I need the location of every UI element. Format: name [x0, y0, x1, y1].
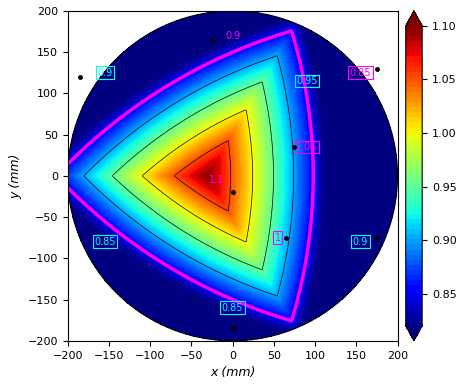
Text: 0.9: 0.9	[225, 30, 240, 41]
Text: 0.85: 0.85	[350, 68, 371, 78]
Text: 0.85: 0.85	[222, 303, 243, 313]
Text: 0.9: 0.9	[97, 68, 112, 78]
Text: 1.1: 1.1	[209, 175, 224, 185]
PathPatch shape	[406, 326, 422, 341]
Text: 0.85: 0.85	[94, 237, 116, 247]
Text: 0.95: 0.95	[296, 76, 318, 86]
PathPatch shape	[406, 11, 422, 26]
Text: 1: 1	[275, 233, 281, 243]
X-axis label: x (mm): x (mm)	[210, 366, 255, 379]
Y-axis label: y (mm): y (mm)	[9, 153, 22, 198]
Text: 0.9: 0.9	[353, 237, 368, 247]
Text: 1.05: 1.05	[296, 142, 318, 152]
